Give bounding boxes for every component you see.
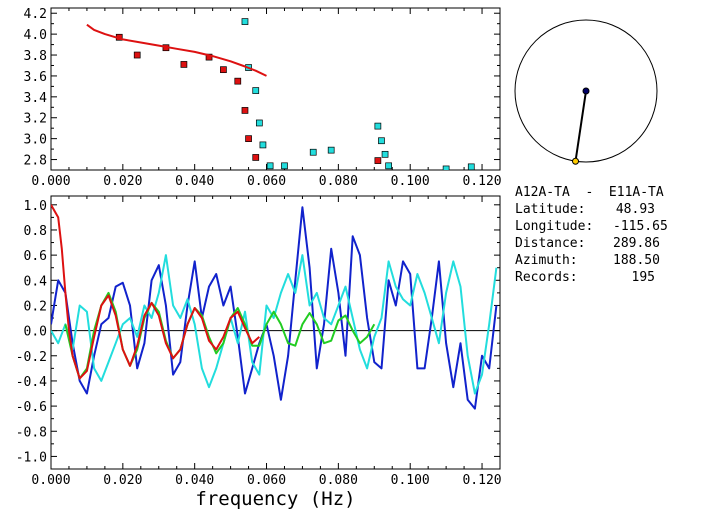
y-tick-label: 3.8 [24, 49, 47, 64]
y-tick-label: 0.8 [24, 224, 47, 239]
y-tick-label: -0.6 [16, 400, 47, 415]
y-tick-label: 0.0 [24, 325, 47, 340]
data-point [252, 154, 260, 161]
x-tick-label: 0.120 [462, 473, 501, 488]
x-tick-label: 0.080 [319, 473, 358, 488]
data-point [245, 135, 252, 142]
x-tick-label: 0.040 [175, 174, 214, 189]
data-point [133, 51, 141, 59]
x-tick-label: 0.060 [247, 473, 286, 488]
data-point [241, 18, 249, 25]
compass-circle [514, 19, 658, 163]
data-point [309, 148, 317, 156]
source-dot [572, 157, 580, 165]
x-tick-label: 0.020 [103, 473, 142, 488]
info-value: 195 [631, 270, 655, 285]
x-tick-label: 0.060 [247, 174, 286, 189]
info-label: Records: [515, 270, 578, 285]
series-line [51, 204, 260, 380]
x-tick-label: 0.100 [391, 174, 430, 189]
y-tick-label: 0.4 [24, 274, 48, 289]
series-line [51, 206, 498, 410]
x-tick-label: 0.100 [391, 473, 430, 488]
series-line [51, 254, 498, 395]
data-point [241, 107, 249, 114]
x-tick-label: 0.080 [319, 174, 358, 189]
data-point [255, 119, 263, 127]
y-tick-label: 2.8 [24, 154, 47, 169]
data-point [252, 87, 260, 94]
data-point [442, 165, 450, 170]
data-point [220, 66, 227, 74]
info-label: Longitude: [515, 219, 594, 234]
x-tick-label: 0.120 [462, 174, 501, 189]
plot-frame [50, 7, 501, 171]
y-tick-label: -0.8 [16, 425, 47, 440]
data-point [234, 77, 242, 85]
azimuth-line [574, 90, 587, 162]
data-point [259, 141, 267, 149]
y-tick-label: -1.0 [16, 450, 47, 465]
x-axis-label: frequency (Hz) [195, 488, 355, 510]
y-tick-label: 3.4 [24, 91, 48, 106]
x-tick-label: 0.000 [31, 473, 70, 488]
series-line [86, 23, 267, 77]
station-pair-title: A12A-TA - E11A-TA [515, 185, 664, 200]
data-point [374, 157, 382, 164]
y-tick-label: 4.0 [24, 28, 47, 43]
y-tick-label: 4.2 [24, 7, 47, 22]
plot-area [86, 18, 475, 170]
data-point [281, 162, 288, 170]
x-tick-label: 0.020 [103, 174, 142, 189]
data-point [378, 137, 385, 145]
y-tick-label: -0.2 [16, 350, 47, 365]
azimuth-compass [514, 19, 658, 165]
correlation-chart: 0.000 0.020 0.040 0.060 0.080 0.100 0.120 1.0 0.… [16, 195, 502, 510]
data-point [381, 150, 389, 158]
info-value: -115.65 [613, 219, 668, 234]
x-tick-label: 0.000 [31, 174, 70, 189]
data-point [374, 122, 382, 130]
data-point [467, 163, 475, 170]
info-label: Azimuth: [515, 253, 578, 268]
data-point [327, 146, 335, 154]
x-tick-label: 0.040 [175, 473, 214, 488]
info-row-latitude: Latitude: 48.93 [515, 201, 700, 218]
info-value: 48.93 [615, 202, 655, 217]
info-row-records: Records: 195 [515, 269, 700, 286]
info-row-distance: Distance: 289.86 [515, 235, 700, 252]
info-value: 188.50 [613, 253, 660, 268]
station-dot [582, 87, 590, 95]
y-tick-label: 0.2 [24, 299, 47, 314]
info-label: Latitude: [515, 202, 586, 217]
y-tick-label: -0.4 [16, 375, 47, 390]
data-point [180, 61, 188, 68]
data-point [385, 162, 392, 170]
data-point [205, 53, 213, 61]
y-tick-label: 3.0 [24, 133, 47, 148]
plot-area [51, 204, 498, 410]
data-point [266, 162, 274, 170]
info-value: 289.86 [613, 236, 660, 251]
info-label: Distance: [515, 236, 586, 251]
y-tick-label: 3.6 [24, 70, 47, 85]
info-row-azimuth: Azimuth: 188.50 [515, 252, 700, 269]
station-info-panel: A12A-TA - E11A-TA Latitude: 48.93 Longit… [515, 184, 700, 286]
dispersion-chart: 0.000 0.020 0.040 0.060 0.080 0.100 0.120 2.8 3.… [24, 7, 502, 189]
info-row-longitude: Longitude: -115.65 [515, 218, 700, 235]
y-tick-label: 3.2 [24, 112, 47, 127]
y-tick-label: 1.0 [24, 199, 47, 214]
y-tick-label: 0.6 [24, 249, 47, 264]
